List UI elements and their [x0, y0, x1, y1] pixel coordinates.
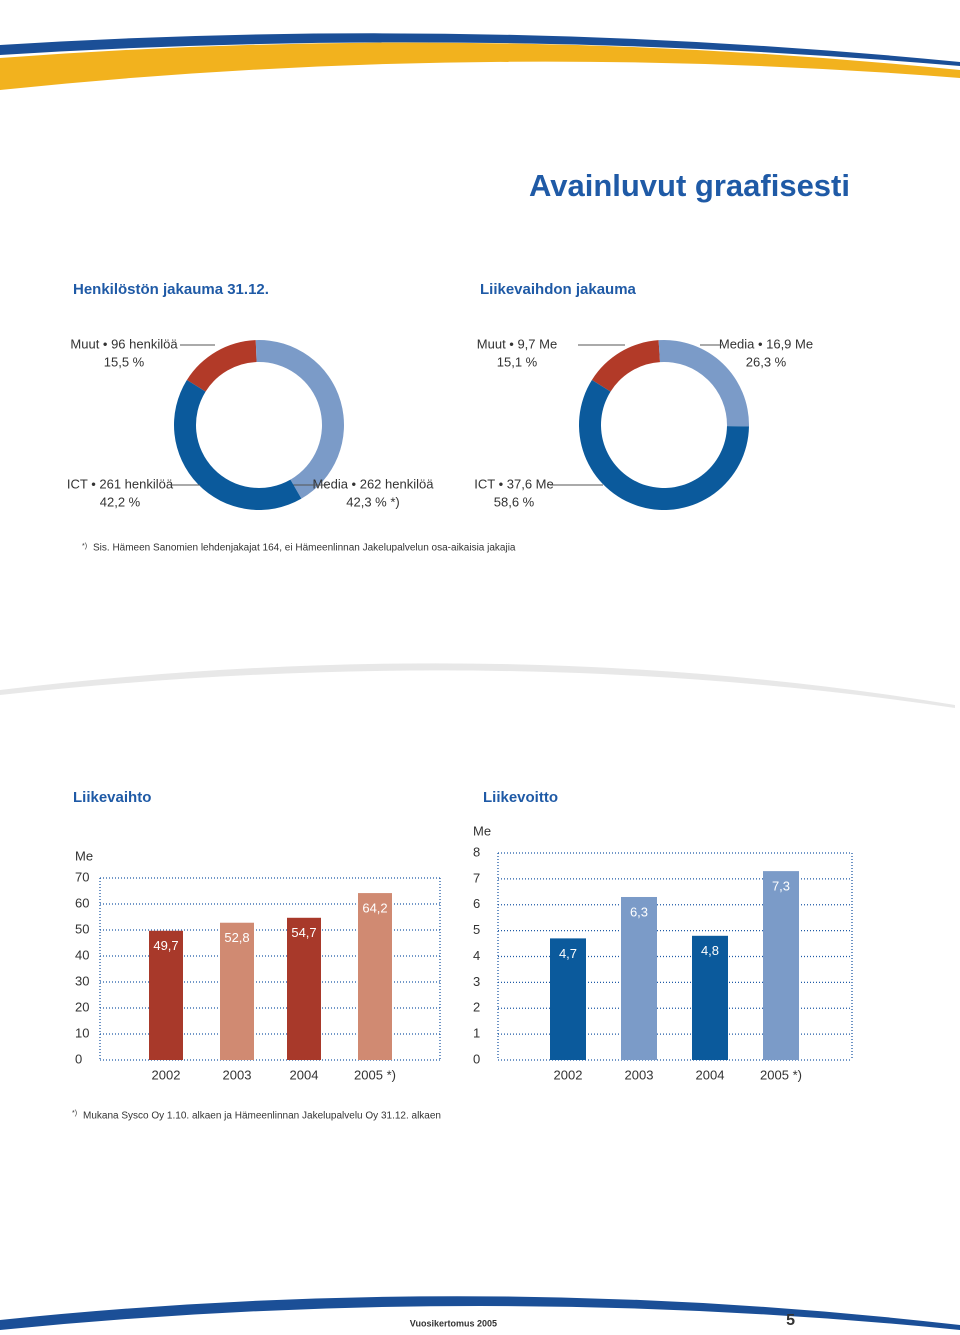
- slice-value-label: 26,3 %: [746, 354, 787, 369]
- value-label: 4,8: [701, 943, 719, 958]
- chart-title: Liikevoitto: [483, 789, 558, 806]
- y-tick-label: 0: [473, 1051, 480, 1066]
- slice-label: ICT • 37,6 Me: [474, 476, 553, 491]
- y-tick-label: 2: [473, 1000, 480, 1015]
- bar: [287, 917, 321, 1060]
- x-tick-label: 2005 *): [760, 1067, 802, 1082]
- donut-slice: [579, 379, 749, 510]
- x-tick-label: 2004: [290, 1067, 319, 1082]
- slice-label: Media • 262 henkilöä: [313, 476, 435, 491]
- value-label: 54,7: [291, 925, 316, 940]
- bar: [358, 893, 392, 1060]
- value-label: 52,8: [224, 930, 249, 945]
- page-title: Avainluvut graafisesti: [529, 168, 850, 203]
- y-tick-label: 40: [75, 947, 89, 962]
- y-axis-label: Me: [75, 848, 93, 863]
- x-tick-label: 2003: [625, 1067, 654, 1082]
- y-tick-label: 0: [75, 1051, 82, 1066]
- donut-slice: [591, 340, 661, 392]
- slice-label: Muut • 9,7 Me: [477, 336, 557, 351]
- donut-slice: [174, 379, 302, 510]
- donut-slice: [658, 339, 750, 427]
- footnote: Mukana Sysco Oy 1.10. alkaen ja Hämeenli…: [83, 1111, 441, 1122]
- top-swoosh: [0, 33, 960, 66]
- footer-publication: Vuosikertomus 2005: [410, 1318, 497, 1328]
- page-number: 5: [786, 1312, 795, 1329]
- x-tick-label: 2003: [223, 1067, 252, 1082]
- y-axis-label: Me: [473, 823, 491, 838]
- donut-slice: [255, 340, 344, 499]
- slice-label: Media • 16,9 Me: [719, 336, 813, 351]
- chart-title: Liikevaihto: [73, 789, 151, 806]
- footnote: Sis. Hämeen Sanomien lehdenjakajat 164, …: [93, 543, 516, 554]
- chart-title: Henkilöstön jakauma 31.12.: [73, 281, 269, 298]
- value-label: 49,7: [153, 938, 178, 953]
- donut-slice: [186, 340, 257, 392]
- chart-title: Liikevaihdon jakauma: [480, 281, 637, 298]
- value-label: 64,2: [362, 901, 387, 916]
- y-tick-label: 50: [75, 921, 89, 936]
- top-swoosh-gold: [0, 42, 960, 90]
- y-tick-label: 8: [473, 844, 480, 859]
- bar: [220, 922, 254, 1060]
- x-tick-label: 2002: [554, 1067, 583, 1082]
- bar: [550, 938, 586, 1060]
- y-tick-label: 60: [75, 895, 89, 910]
- slice-value-label: 42,2 %: [100, 494, 141, 509]
- slice-value-label: 15,5 %: [104, 354, 145, 369]
- y-tick-label: 10: [75, 1025, 89, 1040]
- y-tick-label: 20: [75, 999, 89, 1014]
- x-tick-label: 2005 *): [354, 1067, 396, 1082]
- value-label: 4,7: [559, 946, 577, 961]
- slice-value-label: 58,6 %: [494, 494, 535, 509]
- bottom-swoosh: [0, 1296, 960, 1330]
- slice-value-label: 15,1 %: [497, 354, 538, 369]
- y-tick-label: 30: [75, 973, 89, 988]
- y-tick-label: 4: [473, 948, 480, 963]
- x-tick-label: 2002: [152, 1067, 181, 1082]
- footnote-mark: *): [82, 543, 87, 550]
- value-label: 6,3: [630, 904, 648, 919]
- y-tick-label: 70: [75, 869, 89, 884]
- bar: [692, 935, 728, 1060]
- slice-value-label: 42,3 % *): [346, 494, 399, 509]
- footnote-mark: *): [72, 1110, 77, 1117]
- slice-label: Muut • 96 henkilöä: [70, 336, 178, 351]
- x-tick-label: 2004: [696, 1067, 725, 1082]
- y-tick-label: 5: [473, 922, 480, 937]
- bar: [149, 930, 183, 1060]
- bar: [763, 871, 799, 1060]
- bar: [621, 896, 657, 1060]
- value-label: 7,3: [772, 879, 790, 894]
- y-tick-label: 6: [473, 896, 480, 911]
- y-tick-label: 7: [473, 870, 480, 885]
- y-tick-label: 3: [473, 974, 480, 989]
- slice-label: ICT • 261 henkilöä: [67, 476, 174, 491]
- divider-swoosh: [0, 663, 955, 708]
- y-tick-label: 1: [473, 1026, 480, 1041]
